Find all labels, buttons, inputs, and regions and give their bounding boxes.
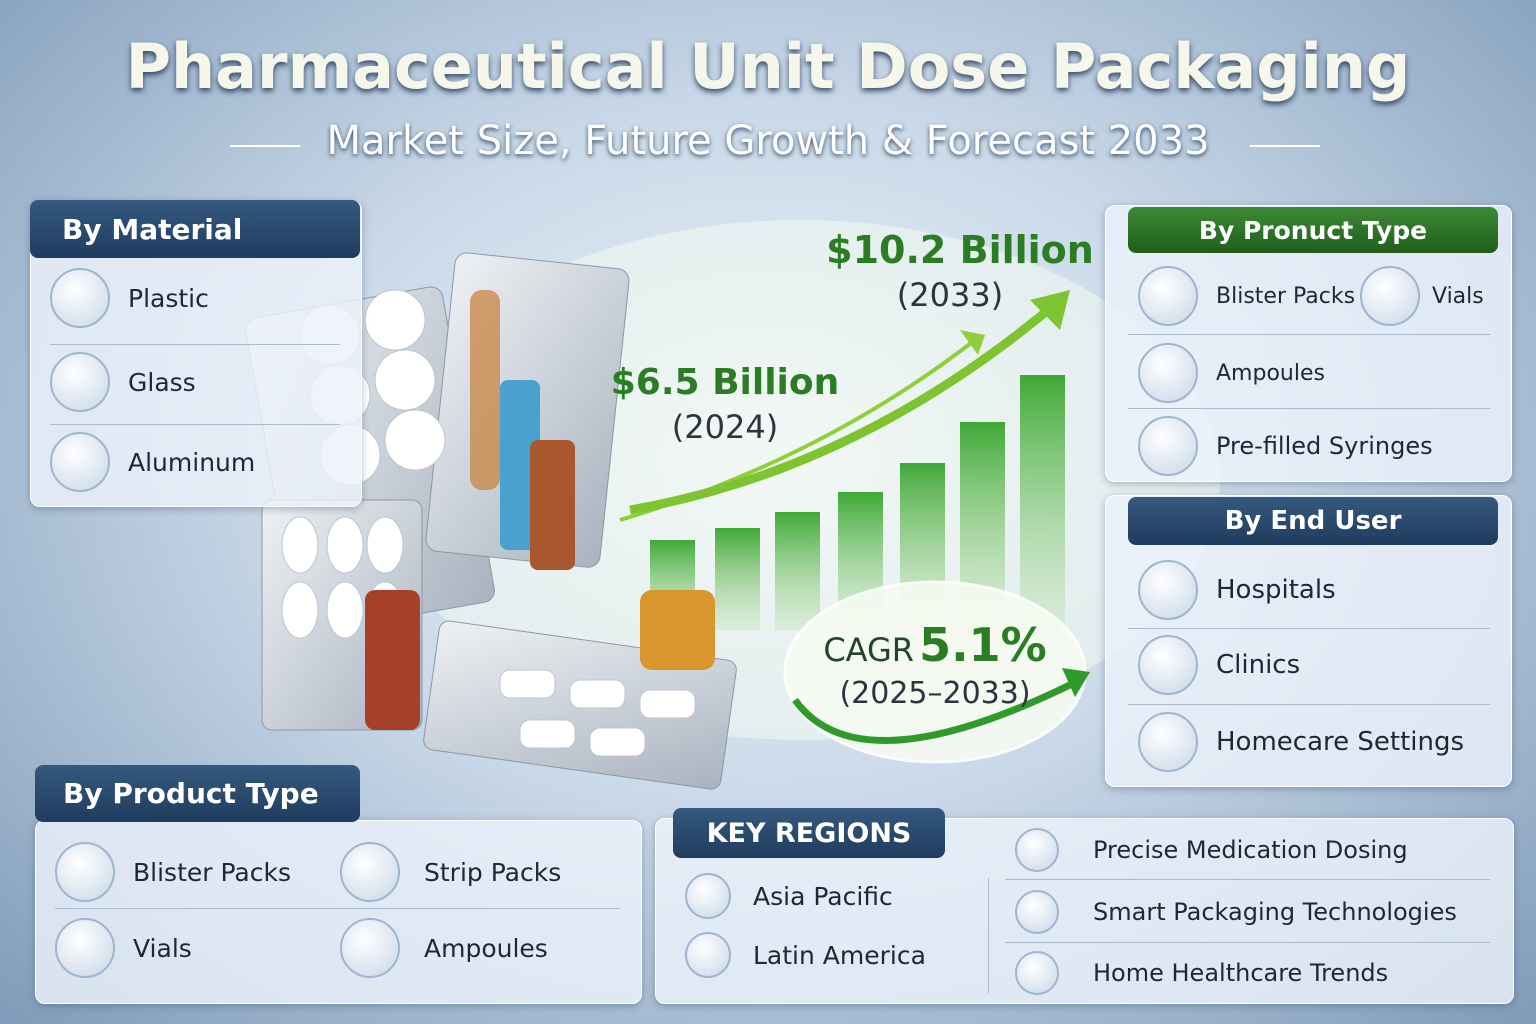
divider <box>1128 704 1490 705</box>
icon <box>50 268 110 328</box>
trend-item: Smart Packaging Technologies <box>1015 890 1457 934</box>
divider <box>1128 408 1490 409</box>
label: Hospitals <box>1216 575 1336 605</box>
trend-item: Precise Medication Dosing <box>1015 828 1408 872</box>
value-2024: $6.5 Billion <box>610 362 840 403</box>
divider <box>1005 942 1490 943</box>
icon <box>55 918 115 978</box>
end-user-item: Clinics <box>1138 635 1300 695</box>
rule <box>230 145 300 147</box>
end-user-item: Hospitals <box>1138 560 1336 620</box>
year-2033: (2033) <box>896 276 1004 314</box>
product-type-title: By Pronuct Type <box>1128 207 1498 253</box>
label: Precise Medication Dosing <box>1093 836 1408 864</box>
region-item: Asia Pacific <box>685 873 893 919</box>
label: Smart Packaging Technologies <box>1093 898 1457 926</box>
label: Plastic <box>128 283 209 313</box>
arrow <box>792 676 1082 744</box>
icon <box>50 432 110 492</box>
value-2033: $10.2 Billion <box>826 228 1094 272</box>
icon <box>1138 635 1198 695</box>
product-item: Pre-filled Syringes <box>1138 416 1433 476</box>
label: Latin America <box>753 940 926 970</box>
divider <box>55 908 620 909</box>
label: Vials <box>1432 283 1484 309</box>
label: Pre-filled Syringes <box>1216 432 1433 460</box>
blister-packs <box>245 252 737 790</box>
divider <box>50 344 340 345</box>
icon <box>685 932 731 978</box>
label: Blister Packs <box>1216 283 1356 309</box>
product-item: Ampoules <box>1138 343 1325 403</box>
icon <box>685 873 731 919</box>
icon <box>340 918 400 978</box>
cagr-period: (2025–2033) <box>839 676 1031 711</box>
icon <box>1138 560 1198 620</box>
material-item: Glass <box>50 352 196 412</box>
cagr-value: 5.1% <box>919 618 1047 672</box>
label: Homecare Settings <box>1216 727 1465 757</box>
product-item: Strip Packs <box>340 842 561 902</box>
divider <box>1005 879 1490 880</box>
icon <box>1138 343 1198 403</box>
icon <box>1138 266 1198 326</box>
label: Aluminum <box>128 447 256 477</box>
product-type-bottom-panel <box>35 820 642 1004</box>
arrow <box>629 296 1063 515</box>
label: Home Healthcare Trends <box>1093 959 1389 987</box>
icon <box>1015 951 1059 995</box>
title: Pharmaceutical Unit Dose Packaging <box>125 30 1411 103</box>
product-item: Ampoules <box>340 918 548 978</box>
icon <box>340 842 400 902</box>
divider <box>1128 628 1490 629</box>
divider <box>50 424 340 425</box>
material-title: By Material <box>30 200 360 258</box>
trend-item: Home Healthcare Trends <box>1015 951 1388 995</box>
icon <box>1015 890 1059 934</box>
label: Clinics <box>1216 650 1301 680</box>
rule <box>1250 145 1320 147</box>
material-item: Plastic <box>50 268 209 328</box>
label: Blister Packs <box>133 857 291 887</box>
icon <box>50 352 110 412</box>
icon <box>1138 416 1198 476</box>
cagr-label: CAGR <box>823 631 915 669</box>
year-2024: (2024) <box>671 408 779 446</box>
icon <box>1015 828 1059 872</box>
product-type-bottom-title: By Product Type <box>35 765 360 822</box>
label: Ampoules <box>1216 360 1325 386</box>
label: Asia Pacific <box>753 881 893 911</box>
region-item: Latin America <box>685 932 926 978</box>
icon <box>1360 266 1420 326</box>
label: Glass <box>128 367 196 397</box>
icon <box>1138 712 1198 772</box>
icon <box>55 842 115 902</box>
label: Ampoules <box>424 933 548 963</box>
end-user-title: By End User <box>1128 497 1498 545</box>
product-item: Blister Packs <box>55 842 291 902</box>
end-user-item: Homecare Settings <box>1138 712 1464 772</box>
subtitle: Market Size, Future Growth & Forecast 20… <box>326 118 1210 164</box>
label: Vials <box>133 933 192 963</box>
product-item: Vials <box>55 918 192 978</box>
material-item: Aluminum <box>50 432 255 492</box>
label: Strip Packs <box>424 857 562 887</box>
cagr: CAGR 5.1% <box>790 618 1080 672</box>
product-item: Vials <box>1360 266 1484 326</box>
divider <box>1128 334 1490 335</box>
product-item: Blister Packs <box>1138 266 1355 326</box>
divider <box>988 878 989 993</box>
regions-title: KEY REGIONS <box>673 808 945 858</box>
